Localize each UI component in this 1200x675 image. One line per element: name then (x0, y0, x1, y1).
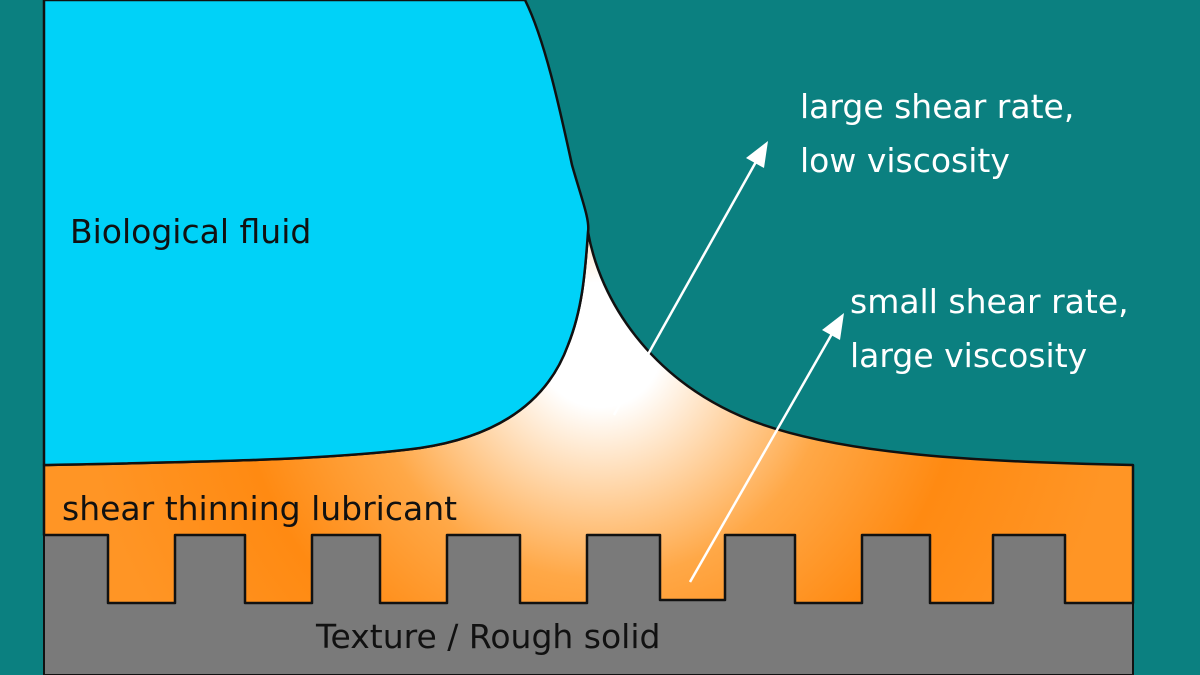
large-shear-label-line2: low viscosity (800, 141, 1010, 180)
small-shear-label-line1: small shear rate, (850, 282, 1129, 321)
lubricant-label: shear thinning lubricant (62, 489, 457, 528)
small-shear-label-line2: large viscosity (850, 336, 1087, 375)
rough-solid-label: Texture / Rough solid (315, 617, 660, 656)
large-shear-arrow (612, 141, 768, 416)
arrowhead-icon (822, 313, 844, 340)
biological-fluid-droplet (42, 0, 590, 467)
biological-fluid-label: Biological fluid (70, 212, 311, 251)
arrowhead-icon (746, 141, 768, 168)
large-shear-label-line1: large shear rate, (800, 87, 1074, 126)
small-shear-arrow (688, 313, 844, 583)
